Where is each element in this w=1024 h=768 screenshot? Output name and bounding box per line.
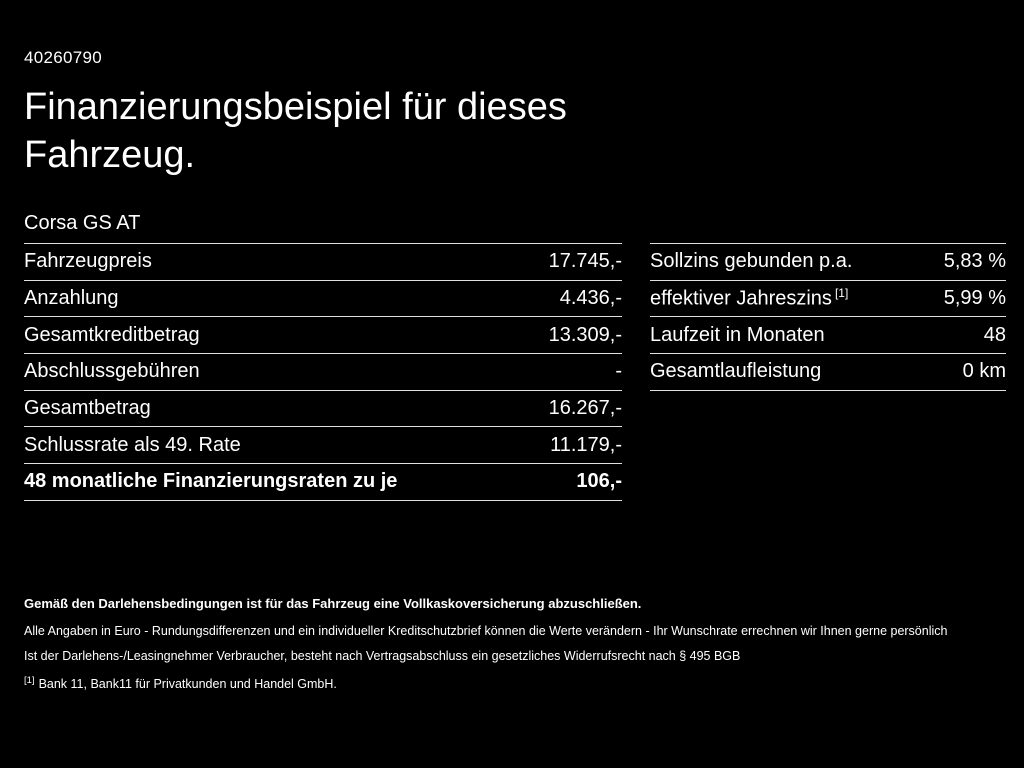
row-value: 48 xyxy=(983,323,1006,346)
footnote-marker: [1] xyxy=(24,674,35,686)
financing-table-right: Sollzins gebunden p.a. 5,83 % effektiver… xyxy=(650,243,1006,391)
row-value: 13.309,- xyxy=(548,323,622,346)
row-label: Schlussrate als 49. Rate xyxy=(24,433,241,456)
vehicle-model: Corsa GS AT xyxy=(24,212,141,234)
row-label: effektiver Jahreszins [1] xyxy=(650,286,848,311)
table-row: Fahrzeugpreis 17.745,- xyxy=(24,243,622,280)
table-row: Gesamtkreditbetrag 13.309,- xyxy=(24,316,622,353)
footer-disclaimer-1: Alle Angaben in Euro - Rundungsdifferenz… xyxy=(24,623,948,638)
row-value: 4.436,- xyxy=(559,287,622,310)
table-row-monthly-rate: 48 monatliche Finanzierungsraten zu je 1… xyxy=(24,463,622,500)
row-label: Gesamtkreditbetrag xyxy=(24,323,200,346)
row-label: Abschlussgebühren xyxy=(24,360,200,383)
row-value: - xyxy=(615,360,622,383)
legal-footer: Gemäß den Darlehensbedingungen ist für d… xyxy=(24,596,994,692)
page-title: Finanzierungsbeispiel für dieses Fahrzeu… xyxy=(24,86,567,176)
row-value: 16.267,- xyxy=(548,397,622,420)
row-value: 5,99 % xyxy=(943,287,1006,310)
row-label: Gesamtbetrag xyxy=(24,397,151,420)
row-value: 0 km xyxy=(962,360,1006,383)
table-row: Anzahlung 4.436,- xyxy=(24,279,622,317)
table-row: Schlussrate als 49. Rate 11.179,- xyxy=(24,426,622,463)
row-label: Fahrzeugpreis xyxy=(24,250,152,273)
row-value: 106,- xyxy=(576,470,622,493)
table-row: Laufzeit in Monaten 48 xyxy=(650,316,1006,353)
document-id: 40260790 xyxy=(24,48,103,67)
row-label: 48 monatliche Finanzierungsraten zu je xyxy=(24,470,398,493)
row-value: 11.179,- xyxy=(550,433,622,456)
table-row: Gesamtlaufleistung 0 km xyxy=(650,353,1006,390)
footnote-text: Bank 11, Bank11 für Privatkunden und Han… xyxy=(38,676,337,691)
row-value: 17.745,- xyxy=(548,250,622,273)
row-label: Sollzins gebunden p.a. xyxy=(650,250,853,273)
footer-disclaimer-2: Ist der Darlehens-/Leasingnehmer Verbrau… xyxy=(24,649,741,664)
row-label: Anzahlung xyxy=(24,287,119,310)
table-row: Abschlussgebühren - xyxy=(24,353,622,390)
table-row: Gesamtbetrag 16.267,- xyxy=(24,389,622,427)
row-label-text: effektiver Jahreszins xyxy=(650,287,832,310)
row-label: Gesamtlaufleistung xyxy=(650,360,822,383)
table-row: effektiver Jahreszins [1] 5,99 % xyxy=(650,279,1006,317)
footnote-ref: [1] xyxy=(834,286,849,301)
row-value: 5,83 % xyxy=(943,250,1006,273)
table-row: Sollzins gebunden p.a. 5,83 % xyxy=(650,243,1006,280)
footer-insurance-note: Gemäß den Darlehensbedingungen ist für d… xyxy=(24,596,642,611)
financing-table-left: Fahrzeugpreis 17.745,- Anzahlung 4.436,-… xyxy=(24,243,622,501)
footer-footnote: [1] Bank 11, Bank11 für Privatkunden und … xyxy=(24,675,994,692)
row-label: Laufzeit in Monaten xyxy=(650,323,825,346)
